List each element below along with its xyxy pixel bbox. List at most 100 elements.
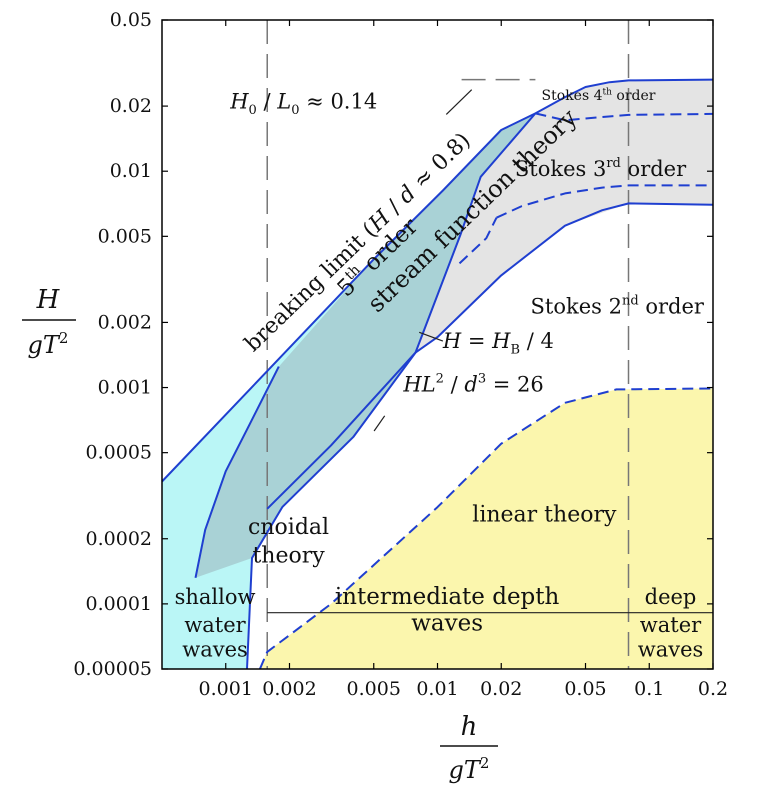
y-tick-label: 0.0001 <box>86 593 152 615</box>
y-tick-label: 0.005 <box>98 225 152 247</box>
steepness-label-segment: L <box>276 89 291 113</box>
y-tick-label: 0.0005 <box>86 442 152 464</box>
ursell-leader <box>373 415 386 432</box>
hb-label-segment: H <box>491 329 511 353</box>
stokes-second-label-segment: order <box>639 294 705 318</box>
stokes-fourth-order-curve <box>535 112 714 122</box>
y-tick-label: 0.001 <box>98 377 152 399</box>
cnoidal-label-1: cnoidal <box>248 515 329 540</box>
y-tick-label: 0.01 <box>110 160 152 182</box>
hb-label-segment: = <box>461 329 492 353</box>
x-tick-label: 0.002 <box>262 678 316 700</box>
stokes-second-label-segment: nd <box>622 294 639 309</box>
linear-theory-label-segment: linear theory <box>472 503 617 528</box>
hb-label-segment: B <box>510 343 520 358</box>
ursell-label-segment: = 26 <box>486 372 544 396</box>
cnoidal-label-2-segment: theory <box>252 544 325 569</box>
ursell-label-segment: 2 <box>436 372 444 387</box>
ursell-label-segment: d <box>464 372 477 396</box>
deep-label-2-segment: water <box>640 613 702 637</box>
ursell-label-segment: / <box>444 372 464 396</box>
steepness-leader <box>445 89 473 115</box>
linear-limit-curve <box>258 387 714 670</box>
intermediate-label-1: intermediate depth <box>335 584 560 610</box>
stokes-third-label-segment: Stokes 3 <box>515 157 606 181</box>
stokes-second-label-segment: Stokes 2 <box>531 294 622 318</box>
ursell-curve <box>246 112 537 670</box>
intermediate-label-2: waves <box>411 611 483 637</box>
stokes-fourth-label: Stokes 4th order <box>542 87 656 104</box>
ursell-label-segment: H <box>402 372 422 396</box>
stream-function-left-curve <box>194 366 280 578</box>
y-tick-label: 0.002 <box>98 311 152 333</box>
stokes-third-label-segment: rd <box>606 156 621 171</box>
deep-label-3-segment: waves <box>638 638 704 662</box>
stokes-region <box>415 79 713 353</box>
hb-label-segment: H <box>442 329 462 353</box>
linear-theory-region <box>259 388 713 669</box>
steepness-label-segment: 0 <box>291 103 299 118</box>
stokes-second-order-curve <box>266 202 714 510</box>
shallow-label-2: water <box>184 613 246 637</box>
y-tick-label: 0.0002 <box>86 528 152 550</box>
x-tick-label: 0.005 <box>347 678 401 700</box>
y-axis-label: H gT2 <box>22 285 76 359</box>
ursell-label-segment: L <box>421 372 436 396</box>
ticks-layer: 0.001 0.002 0.005 0.01 0.02 0.05 0.1 0.2 0.05 0.0… <box>73 9 728 700</box>
x-tick-label: 0.02 <box>480 678 522 700</box>
stokes-third-label: Stokes 3rd order <box>515 156 687 181</box>
deep-label-1-segment: deep <box>645 585 697 609</box>
x-axis-label-denominator-exp: 2 <box>480 754 490 772</box>
deep-label-3: waves <box>638 638 704 662</box>
stream-function-region <box>195 113 536 578</box>
x-axis-label-denominator-base: gT <box>449 756 482 784</box>
shallow-label-3-segment: waves <box>182 638 248 662</box>
x-tick-label: 0.01 <box>416 678 458 700</box>
stokes-dashed-lower-curve <box>458 217 498 265</box>
steepness-label-segment: 0 <box>249 103 257 118</box>
stokes-fourth-label-segment: Stokes 4 <box>542 88 603 104</box>
deep-label-1: deep <box>645 585 697 609</box>
x-tick-label: 0.05 <box>564 678 606 700</box>
stokes-fourth-label-segment: order <box>612 88 656 104</box>
y-axis-label-denominator-exp: 2 <box>59 329 69 347</box>
hb-label: H = HB / 4 <box>442 329 554 357</box>
x-axis-label-numerator: h <box>461 712 478 742</box>
stokes-third-order-curve <box>496 184 713 219</box>
shallow-label-3: waves <box>182 638 248 662</box>
deep-label-2: water <box>640 613 702 637</box>
cnoidal-label-1-segment: cnoidal <box>248 515 329 540</box>
stokes-third-label-segment: order <box>621 157 687 181</box>
steepness-label-segment: / <box>257 89 277 113</box>
x-tick-label: 0.1 <box>634 678 664 700</box>
breaking-limit-curve <box>161 78 714 483</box>
y-axis-label-denominator: gT2 <box>28 329 69 359</box>
y-axis-label-denominator-base: gT <box>28 331 61 359</box>
x-tick-label: 0.2 <box>698 678 728 700</box>
x-axis-label: h gT2 <box>440 712 498 784</box>
cnoidal-label-2: theory <box>252 544 325 569</box>
hb-leader <box>418 331 444 342</box>
stokes-fourth-label-segment: th <box>603 87 613 97</box>
steepness-label: H0 / L0 ≈ 0.14 <box>229 89 377 117</box>
shallow-label-2-segment: water <box>184 613 246 637</box>
linear-theory-label: linear theory <box>472 503 617 528</box>
curves-layer <box>161 20 714 670</box>
y-tick-label: 0.02 <box>110 95 152 117</box>
x-tick-label: 0.001 <box>199 678 253 700</box>
steepness-label-segment: H <box>229 89 249 113</box>
intermediate-label-1-segment: intermediate depth <box>335 584 560 610</box>
x-axis-label-denominator: gT2 <box>449 754 490 784</box>
stokes-second-label: Stokes 2nd order <box>531 294 705 319</box>
ursell-label: HL2 / d3 = 26 <box>402 372 543 397</box>
shallow-label-1-segment: shallow <box>175 585 256 609</box>
y-tick-label: 0.00005 <box>73 658 152 680</box>
ursell-label-segment: 3 <box>478 372 486 387</box>
y-tick-label: 0.05 <box>110 9 152 31</box>
shallow-label-1: shallow <box>175 585 256 609</box>
regions-layer <box>162 79 713 669</box>
steepness-label-segment: ≈ 0.14 <box>300 89 378 113</box>
hb-label-segment: / 4 <box>520 329 554 353</box>
y-axis-label-numerator: H <box>36 285 61 315</box>
